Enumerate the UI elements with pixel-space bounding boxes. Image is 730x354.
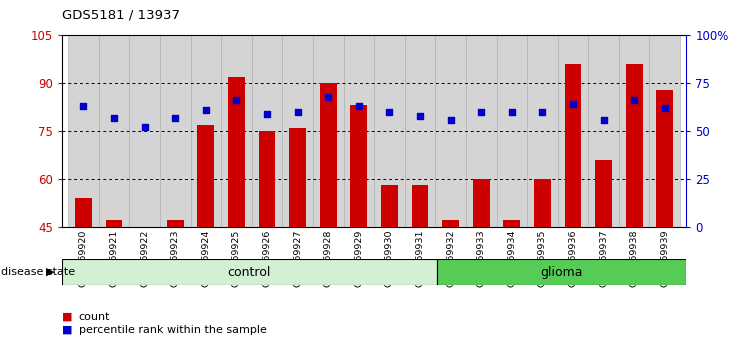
Bar: [466, 35, 496, 227]
Text: GDS5181 / 13937: GDS5181 / 13937: [62, 9, 180, 22]
Text: glioma: glioma: [540, 266, 583, 279]
Point: [567, 101, 579, 107]
Bar: [527, 35, 558, 227]
Point: [200, 107, 212, 113]
Point: [537, 109, 548, 115]
Text: count: count: [79, 312, 110, 322]
Bar: [496, 35, 527, 227]
Bar: [504, 220, 520, 227]
Bar: [473, 179, 490, 227]
Point: [108, 115, 120, 120]
Point: [261, 111, 273, 116]
Bar: [320, 83, 337, 227]
Point: [292, 109, 304, 115]
Bar: [564, 64, 581, 227]
Bar: [283, 35, 313, 227]
Point: [414, 113, 426, 119]
Point: [353, 103, 365, 109]
Bar: [129, 35, 160, 227]
Text: percentile rank within the sample: percentile rank within the sample: [79, 325, 266, 335]
Bar: [558, 35, 588, 227]
Text: control: control: [228, 266, 271, 279]
Point: [445, 117, 456, 122]
Point: [231, 98, 242, 103]
Bar: [344, 35, 374, 227]
Bar: [404, 35, 435, 227]
Bar: [656, 90, 673, 227]
Text: ▶: ▶: [46, 267, 55, 277]
Point: [169, 115, 181, 120]
Bar: [99, 35, 129, 227]
Bar: [374, 35, 404, 227]
Bar: [252, 35, 283, 227]
Text: ■: ■: [62, 312, 72, 322]
Point: [323, 94, 334, 99]
Point: [659, 105, 671, 111]
Bar: [350, 105, 367, 227]
Bar: [62, 259, 437, 285]
Point: [139, 124, 150, 130]
Bar: [588, 35, 619, 227]
Bar: [435, 35, 466, 227]
Bar: [650, 35, 680, 227]
Bar: [313, 35, 344, 227]
Point: [506, 109, 518, 115]
Bar: [160, 35, 191, 227]
Bar: [228, 77, 245, 227]
Bar: [167, 220, 184, 227]
Bar: [258, 131, 275, 227]
Bar: [534, 179, 551, 227]
Text: ■: ■: [62, 325, 72, 335]
Bar: [619, 35, 650, 227]
Bar: [437, 259, 686, 285]
Bar: [221, 35, 252, 227]
Point: [77, 103, 89, 109]
Point: [383, 109, 395, 115]
Bar: [595, 160, 612, 227]
Point: [598, 117, 610, 122]
Bar: [106, 220, 123, 227]
Bar: [68, 35, 99, 227]
Bar: [191, 35, 221, 227]
Bar: [75, 198, 92, 227]
Bar: [412, 185, 429, 227]
Point: [475, 109, 487, 115]
Bar: [381, 185, 398, 227]
Bar: [197, 125, 215, 227]
Bar: [442, 220, 459, 227]
Bar: [626, 64, 642, 227]
Text: disease state: disease state: [1, 267, 75, 277]
Bar: [289, 128, 306, 227]
Point: [629, 98, 640, 103]
